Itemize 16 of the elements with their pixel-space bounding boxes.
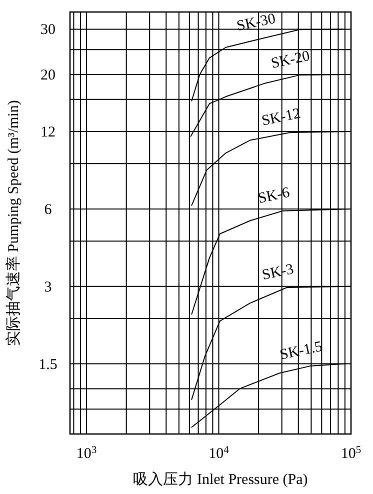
y-tick-label: 1.5 bbox=[38, 356, 58, 373]
text: SK-3 bbox=[260, 261, 296, 284]
y-tick-label: 12 bbox=[40, 124, 56, 141]
y-tick-label: 30 bbox=[40, 22, 56, 38]
text: SK-1.5 bbox=[278, 338, 324, 364]
text: SK-12 bbox=[260, 106, 302, 130]
x-tick-label: 10$^{3}$ bbox=[76, 444, 97, 462]
x-tick-label: 10$^{4}$ bbox=[208, 444, 230, 462]
y-axis-title: 实际抽气速率 Pumping Speed (m³/min) bbox=[5, 100, 22, 346]
text: SK-6 bbox=[256, 184, 292, 208]
x-tick-label: 10$^{5}$ bbox=[340, 444, 362, 462]
x-axis-title: 吸入压力 Inlet Pressure (Pa) bbox=[133, 471, 308, 488]
y-tick-label: 6 bbox=[44, 202, 52, 218]
text: SK-30 bbox=[235, 10, 278, 35]
y-tick-label: 20 bbox=[40, 68, 56, 84]
y-tick-label: 3 bbox=[44, 279, 52, 296]
